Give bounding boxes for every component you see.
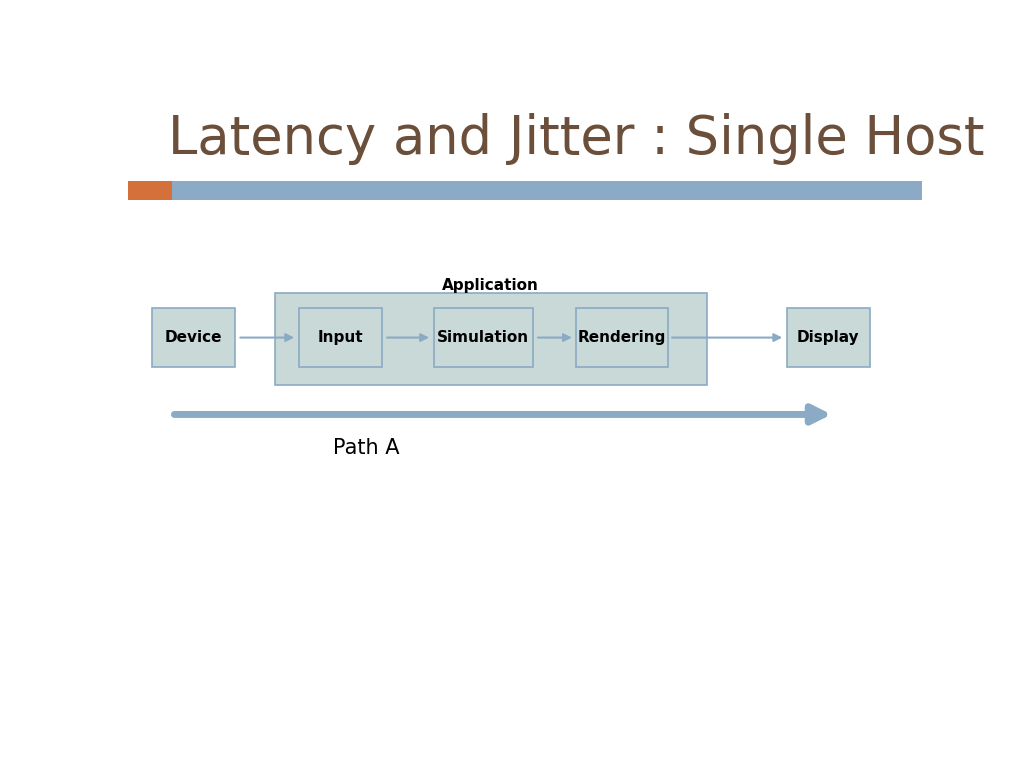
FancyBboxPatch shape	[128, 181, 922, 200]
FancyBboxPatch shape	[128, 181, 172, 200]
FancyBboxPatch shape	[152, 308, 236, 367]
Text: Rendering: Rendering	[578, 330, 667, 345]
Text: Application: Application	[442, 278, 539, 293]
FancyBboxPatch shape	[577, 308, 668, 367]
FancyBboxPatch shape	[433, 308, 532, 367]
Text: Latency and Jitter : Single Host: Latency and Jitter : Single Host	[168, 113, 984, 165]
FancyBboxPatch shape	[274, 293, 708, 385]
Text: Display: Display	[797, 330, 860, 345]
FancyBboxPatch shape	[299, 308, 382, 367]
Text: Input: Input	[317, 330, 364, 345]
Text: Device: Device	[165, 330, 222, 345]
FancyBboxPatch shape	[786, 308, 870, 367]
Text: Path A: Path A	[333, 438, 399, 458]
Text: Simulation: Simulation	[437, 330, 529, 345]
